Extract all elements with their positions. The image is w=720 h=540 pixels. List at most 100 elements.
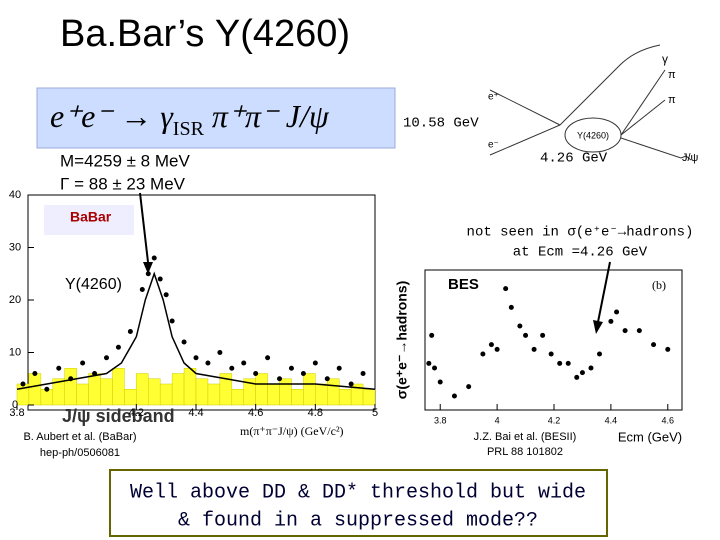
x-tick-label: 4.6 <box>662 415 675 425</box>
data-point <box>432 365 438 371</box>
sideband-bar <box>136 373 149 406</box>
sideband-bar <box>159 383 173 406</box>
footer: Well above DD & DD* threshold but wide <box>130 481 586 504</box>
data-point <box>312 360 318 366</box>
data-point <box>565 360 571 366</box>
data-point <box>193 355 199 361</box>
arrow-head <box>593 320 603 334</box>
data-point <box>32 371 38 376</box>
panel: (b) <box>652 278 666 292</box>
data-point <box>217 350 223 355</box>
x-axis-label: Ecm (GeV) <box>618 429 682 444</box>
footer: & found in a suppressed mode?? <box>178 509 538 532</box>
y-tick-label: 30 <box>9 241 21 253</box>
diagram-label: π <box>668 94 676 106</box>
credit: hep-ph/0506081 <box>40 447 120 459</box>
data-point <box>56 365 62 371</box>
data-point <box>324 376 330 382</box>
sideband-bar <box>88 373 101 406</box>
x-tick-label: 4.6 <box>248 407 263 419</box>
feynman-diagram <box>489 44 692 161</box>
arrow <box>139 192 149 263</box>
diagram-label: J/ψ <box>682 152 699 164</box>
data-point <box>265 355 271 361</box>
sideband-bar <box>315 383 328 406</box>
sideband-bar <box>183 368 197 406</box>
sideband-bar <box>267 383 280 406</box>
data-point <box>20 381 26 387</box>
data-point <box>579 370 585 376</box>
y-axis-label: σ(e⁺e⁻→hadrons) <box>394 281 410 399</box>
sideband-bar <box>255 373 268 406</box>
x-tick-label: 4.2 <box>129 407 144 419</box>
data-point <box>151 255 157 261</box>
sideband-bar <box>362 389 376 406</box>
data-point <box>426 360 432 366</box>
x-tick-label: 3.8 <box>434 415 447 425</box>
sideband-bar <box>76 383 89 406</box>
data-point <box>92 371 98 376</box>
data-point <box>540 332 546 338</box>
note: not seen in σ(e⁺e⁻→hadrons) <box>467 225 694 241</box>
fit-curve <box>16 271 376 390</box>
data-point <box>288 365 294 371</box>
arrow <box>597 261 611 323</box>
tag: BES <box>448 276 479 293</box>
data-point <box>437 379 443 385</box>
data-point <box>651 342 657 348</box>
sideband-bar <box>195 378 209 406</box>
data-point <box>163 292 169 298</box>
data-point <box>336 365 342 371</box>
data-point <box>157 276 163 282</box>
sideband-bar <box>231 389 244 406</box>
y-tick-label: 10 <box>9 346 21 358</box>
fit-mass: M=4259 ± 8 MeV <box>60 151 190 170</box>
data-point <box>517 323 523 329</box>
formula-part: e⁺e⁻ → γ <box>50 98 174 134</box>
data-point <box>494 346 500 352</box>
data-point <box>614 309 620 315</box>
data-point <box>523 332 529 338</box>
sideband-bar <box>112 368 125 406</box>
data-point <box>115 344 121 350</box>
data-point <box>277 376 283 382</box>
diagram-label: Υ(4260) <box>577 130 609 140</box>
data-point <box>574 374 580 380</box>
diagram-label: e⁺ <box>488 92 499 103</box>
data-point <box>508 304 514 310</box>
data-point <box>557 360 563 366</box>
x-tick-label: 4.4 <box>188 407 203 419</box>
data-point <box>139 287 145 292</box>
x-tick-label: 3.8 <box>9 407 24 419</box>
logo: BaBar <box>70 209 112 225</box>
fit-width: Γ = 88 ± 23 MeV <box>60 174 186 193</box>
data-point <box>44 386 50 392</box>
beam-energy: 10.58 GeV <box>403 116 479 132</box>
sideband-bar <box>207 383 221 406</box>
data-point <box>169 318 175 324</box>
resonance-energy: 4.26 GeV <box>540 151 608 167</box>
data-point <box>229 365 235 371</box>
diagram-label: γ <box>662 52 668 66</box>
data-point <box>466 384 472 390</box>
formula-sub: ISR <box>173 118 205 140</box>
data-point <box>488 342 494 348</box>
sideband-bar <box>303 373 316 406</box>
data-point <box>622 328 628 334</box>
data-point <box>636 328 642 334</box>
formula-part: π⁺π⁻ J/ψ <box>204 98 330 134</box>
formula-box <box>36 87 396 149</box>
data-point <box>348 381 354 387</box>
sideband-bar <box>327 378 340 406</box>
note: at Ecm =4.26 GeV <box>513 245 648 261</box>
data-point <box>68 376 74 382</box>
peak-label: Υ(4260) <box>65 276 122 293</box>
data-point <box>480 351 486 357</box>
left-frame <box>27 194 376 411</box>
footer-box <box>109 469 608 537</box>
x-axis-label: m(π⁺π⁻J/ψ) (GeV/c²) <box>240 424 344 438</box>
sideband-bar <box>28 373 42 406</box>
data-point <box>241 360 247 366</box>
credit: B. Aubert et al. (BaBar) <box>23 431 136 443</box>
